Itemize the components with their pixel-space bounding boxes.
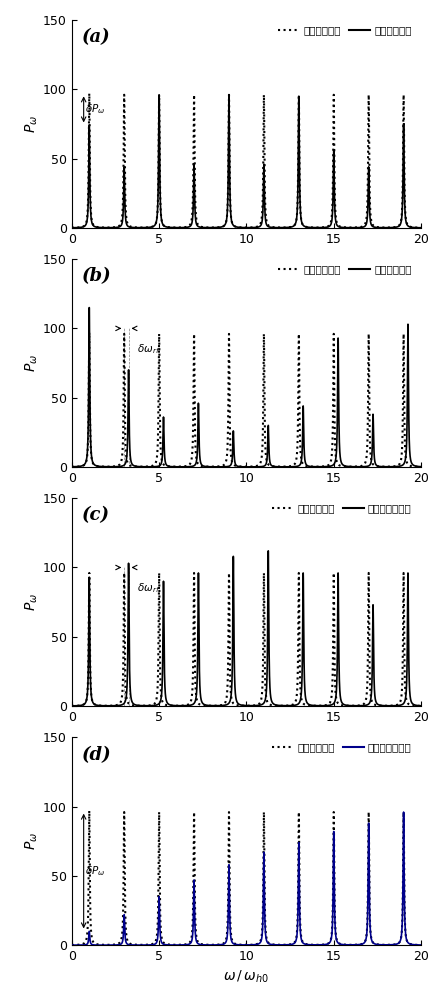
Y-axis label: $P_{\omega}$: $P_{\omega}$ bbox=[24, 115, 40, 133]
Legend: 无损管道系统, 堵塞管道系统: 无损管道系统, 堵塞管道系统 bbox=[274, 260, 416, 278]
Text: $\delta P_{\omega}$: $\delta P_{\omega}$ bbox=[85, 864, 105, 878]
Text: $\delta P_{\omega}$: $\delta P_{\omega}$ bbox=[85, 102, 105, 116]
Y-axis label: $P_{\omega}$: $P_{\omega}$ bbox=[24, 593, 40, 611]
Y-axis label: $P_{\omega}$: $P_{\omega}$ bbox=[24, 832, 40, 850]
Y-axis label: $P_{\omega}$: $P_{\omega}$ bbox=[24, 354, 40, 372]
Text: (c): (c) bbox=[82, 507, 110, 525]
Legend: 无损管道系统, 未知支管道系统: 无损管道系统, 未知支管道系统 bbox=[268, 499, 416, 518]
Text: (d): (d) bbox=[82, 746, 112, 764]
Legend: 无损管道系统, 空气囊管道系统: 无损管道系统, 空气囊管道系统 bbox=[268, 738, 416, 757]
Text: $\delta\omega_{rf}$: $\delta\omega_{rf}$ bbox=[137, 581, 161, 595]
Legend: 无损管道系统, 漏水管道系统: 无损管道系统, 漏水管道系统 bbox=[274, 21, 416, 39]
Text: (a): (a) bbox=[82, 28, 111, 46]
X-axis label: $\omega\,/\,\omega_{h0}$: $\omega\,/\,\omega_{h0}$ bbox=[223, 969, 270, 985]
Text: (b): (b) bbox=[82, 267, 112, 285]
Text: $\delta\omega_{rf}$: $\delta\omega_{rf}$ bbox=[137, 342, 161, 356]
